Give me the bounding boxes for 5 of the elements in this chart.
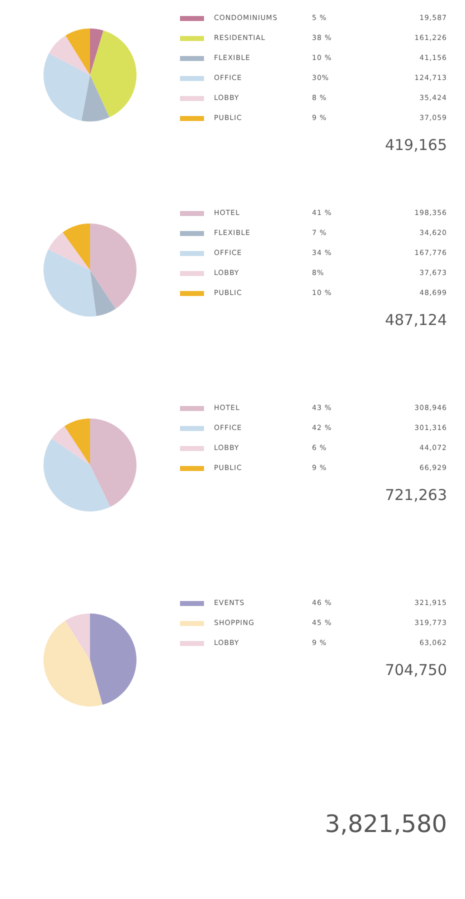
text: 419,165	[384, 136, 447, 154]
text: 704,750	[384, 661, 447, 679]
text: 3,821,580	[324, 810, 448, 838]
text: 721,263	[384, 486, 447, 504]
text: 487,124	[384, 311, 447, 329]
